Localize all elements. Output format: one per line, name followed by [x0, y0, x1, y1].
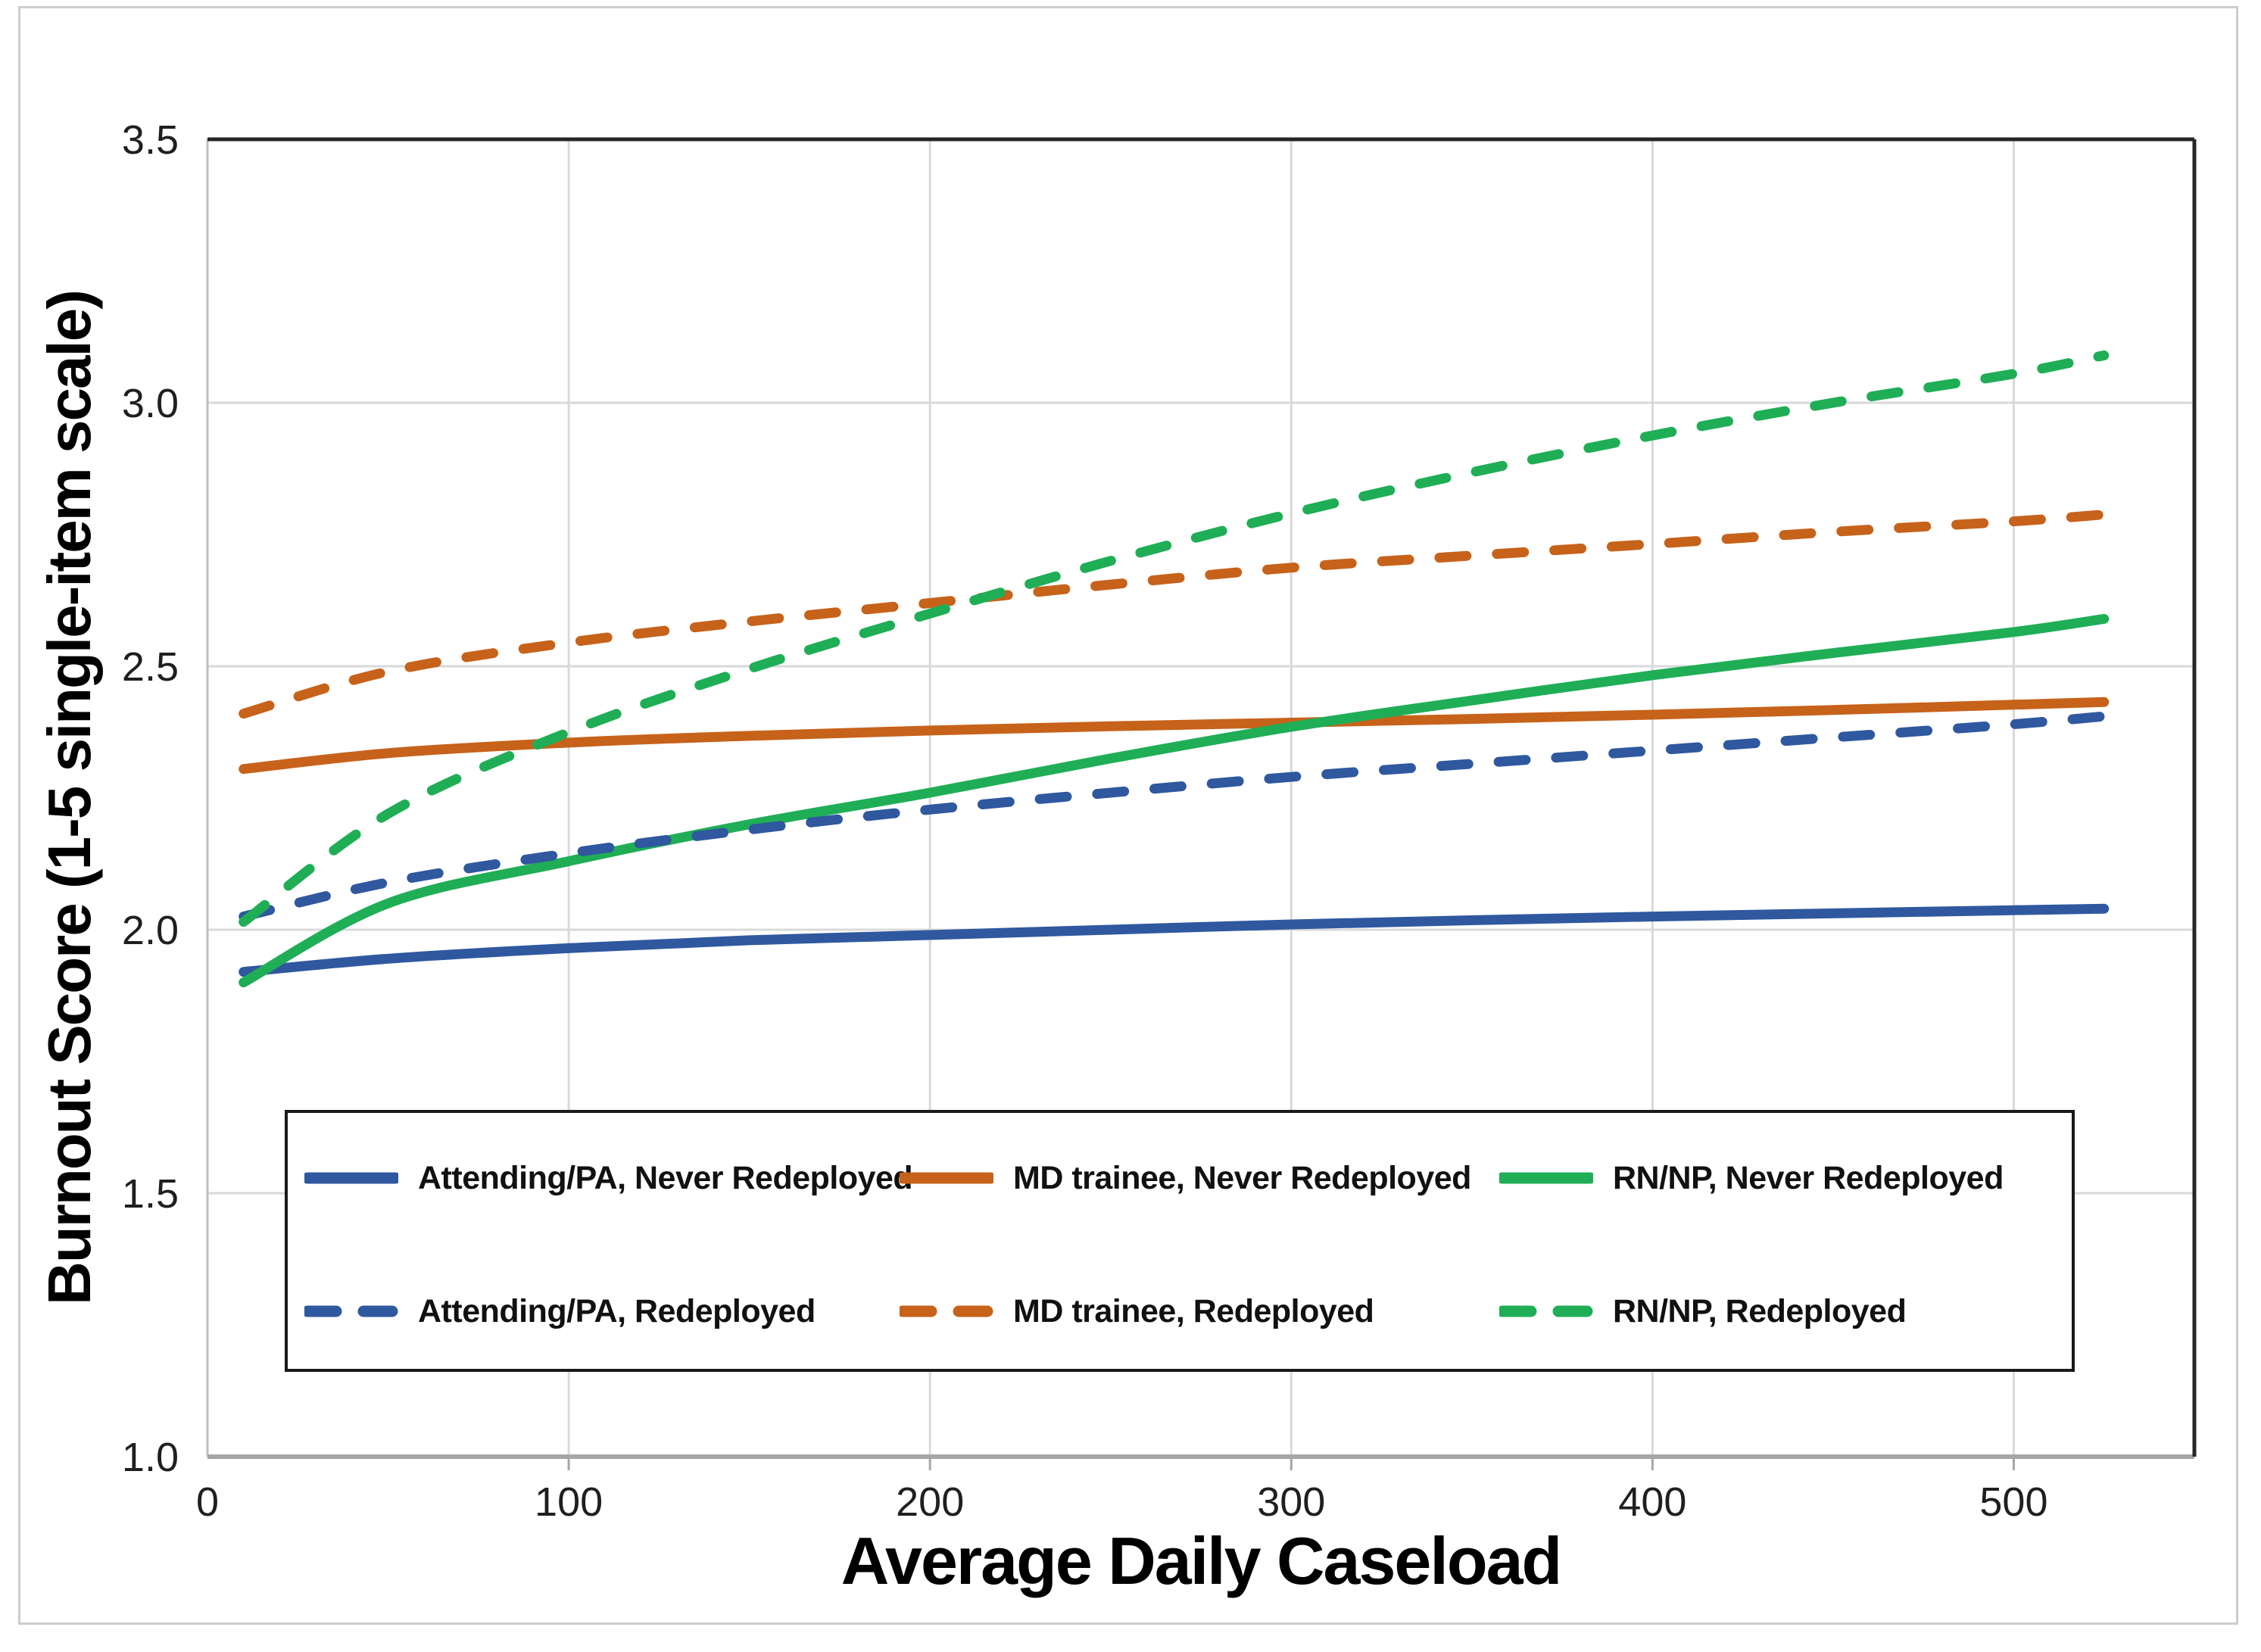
legend-swatch-solid-icon	[1499, 1172, 1593, 1184]
axes-group	[206, 137, 2197, 1470]
series-group	[239, 350, 2110, 988]
series-line-5	[239, 350, 2110, 927]
x-tick-labels: 0 100 200 300 400 500	[196, 1479, 2048, 1525]
x-tick-label: 200	[896, 1479, 964, 1525]
series-line-1	[239, 697, 2110, 775]
x-tick-label: 300	[1257, 1479, 1325, 1525]
x-tick-label: 100	[535, 1479, 603, 1525]
legend-label: Attending/PA, Never Redeployed	[418, 1159, 913, 1196]
legend-item-attending-pa-redeployed: Attending/PA, Redeployed	[304, 1289, 816, 1334]
y-axis-title: Burnout Score (1-5 single-item scale)	[36, 291, 103, 1305]
legend-label: Attending/PA, Redeployed	[418, 1292, 816, 1329]
legend-label: RN/NP, Redeployed	[1613, 1292, 1907, 1329]
y-tick-label: 2.5	[122, 644, 179, 690]
legend-item-rn-np-never: RN/NP, Never Redeployed	[1499, 1155, 2004, 1201]
legend-swatch-solid-icon	[900, 1172, 993, 1184]
legend-label: MD trainee, Never Redeployed	[1013, 1159, 1471, 1196]
y-tick-label: 3.0	[122, 381, 179, 426]
legend-label: MD trainee, Redeployed	[1013, 1292, 1374, 1329]
legend-swatch-dashed-icon	[900, 1305, 993, 1317]
legend-swatch-solid-icon	[304, 1172, 398, 1184]
y-tick-labels: 1.0 1.5 2.0 2.5 3.0 3.5	[122, 117, 179, 1480]
y-tick-label: 1.0	[122, 1435, 179, 1480]
x-tick-label: 400	[1618, 1479, 1686, 1525]
x-axis-title: Average Daily Caseload	[840, 1523, 1563, 1598]
legend-item-md-trainee-never: MD trainee, Never Redeployed	[900, 1155, 1471, 1201]
series-line-4	[239, 510, 2110, 719]
y-tick-label: 3.5	[122, 117, 179, 163]
series-line-0	[239, 903, 2110, 977]
legend-item-rn-np-redeployed: RN/NP, Redeployed	[1499, 1289, 1907, 1334]
legend: Attending/PA, Never Redeployed MD traine…	[285, 1110, 2075, 1372]
legend-swatch-dashed-icon	[304, 1305, 398, 1317]
y-tick-label: 1.5	[122, 1171, 179, 1217]
legend-swatch-dashed-icon	[1499, 1305, 1593, 1317]
legend-item-attending-pa-never: Attending/PA, Never Redeployed	[304, 1155, 913, 1201]
series-line-2	[239, 613, 2110, 988]
x-tick-label: 0	[196, 1479, 219, 1525]
x-tick-label: 500	[1979, 1479, 2047, 1525]
y-tick-label: 2.0	[122, 908, 179, 953]
legend-label: RN/NP, Never Redeployed	[1613, 1159, 2004, 1196]
legend-item-md-trainee-redeployed: MD trainee, Redeployed	[900, 1289, 1374, 1334]
series-line-3	[239, 711, 2110, 922]
